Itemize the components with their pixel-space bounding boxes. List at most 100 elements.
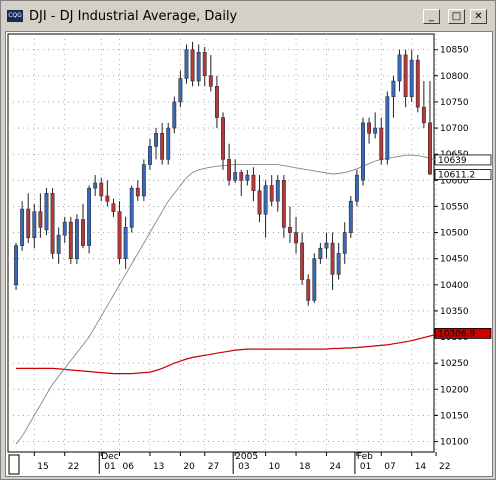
y-tick-label: 10400 [440,281,469,291]
candle-body [263,185,268,215]
candle-body [288,227,292,233]
y-tick-label: 10800 [440,72,469,82]
value-badge-label: 10639 [438,156,467,166]
candle-body [312,258,317,301]
candle-body [172,101,177,129]
candle-body [32,211,37,239]
candle-body [111,203,116,212]
y-tick-label: 10550 [440,202,469,212]
candle-body [135,187,140,197]
x-tick-label: 15 [37,462,48,472]
app-icon: CQG [7,10,23,22]
candle-body [166,127,171,160]
candle-body [93,182,98,189]
candle-body [281,180,286,228]
x-tick-label: 18 [299,462,311,472]
x-tick-label: 07 [384,462,395,472]
x-tick-label: 03 [238,462,249,472]
candle-body [245,174,250,181]
value-badge [434,154,492,166]
candle-body [62,221,67,236]
candle-body [385,96,390,160]
minimize-button[interactable]: _ [423,9,440,24]
candle-body [251,174,256,191]
candle-body [397,54,402,82]
candle-body [99,182,104,197]
price-chart[interactable]: 1085010800107501070010650106001055010500… [6,32,492,476]
x-tick-label: 14 [415,462,427,472]
candle-body [300,242,305,280]
y-tick-label: 10150 [440,411,469,421]
x-tick-label: 13 [153,462,164,472]
x-tick-label: 22 [68,462,79,472]
candle-body [409,59,414,97]
candle-body [184,49,189,79]
x-tick-label: 22 [439,462,450,472]
y-tick-label: 10100 [440,438,469,448]
candle-body [56,234,61,254]
candle-body [403,54,408,97]
candle-body [141,164,146,197]
x-tick-label: 06 [123,462,135,472]
candle-body [361,122,365,181]
y-tick-label: 10500 [440,229,469,239]
x-tick-label: 01 [360,462,371,472]
candle-body [275,180,280,202]
x-month-label: 2005 [235,452,258,462]
y-tick-label: 10250 [440,359,469,369]
close-button[interactable]: ✕ [470,9,487,24]
scroll-box [8,454,20,475]
candle-body [348,200,353,233]
candle-body [202,52,207,77]
y-tick-label: 10450 [440,255,469,265]
candle-body [221,117,225,160]
candle-body [129,187,134,228]
candle-body [421,106,426,124]
y-tick-label: 10200 [440,385,469,395]
candle-body [318,247,323,259]
candle-body [342,232,347,254]
y-tick-label: 10700 [440,124,469,134]
candle-body [269,185,274,202]
x-tick-label: 20 [183,462,195,472]
candle-body [367,122,372,134]
candle-body [336,253,341,275]
candle-body [26,208,31,239]
candle-body [44,193,49,231]
y-tick-label: 10350 [440,307,469,317]
candle-body [123,227,128,259]
candle-body [294,232,298,244]
candle-body [154,133,158,147]
value-badge [434,327,492,339]
candle-body [117,211,122,259]
x-month-label: Dec [101,452,118,462]
y-tick-label: 10850 [440,46,469,56]
y-tick-label: 10750 [440,98,469,108]
candle-body [105,195,110,202]
x-tick-label: 01 [104,462,115,472]
candle-body [74,219,79,259]
candle-body [391,80,396,97]
candle-body [239,172,244,181]
candle-body [257,190,262,215]
candle-body [428,122,432,175]
window-title: DJI - DJ Industrial Average, Daily [29,9,238,24]
title-bar[interactable]: CQG DJI - DJ Industrial Average, Daily _… [3,3,493,29]
candle-body [190,49,195,82]
plot-frame [7,33,435,453]
candle-body [330,242,335,275]
x-tick-label: 27 [208,462,219,472]
candle-body [148,146,152,165]
ma-long-line [16,333,437,375]
candle-body [14,245,18,286]
x-tick-label: 10 [269,462,281,472]
x-tick-label: 24 [329,462,341,472]
candle-body [38,211,43,228]
maximize-button[interactable]: □ [448,9,465,24]
candle-body [68,221,73,259]
candle-body [214,86,219,118]
chart-area[interactable]: 1085010800107501070010650106001055010500… [5,31,493,477]
candle-body [50,193,55,254]
candle-body [379,127,384,160]
ma-short-line [15,154,437,445]
